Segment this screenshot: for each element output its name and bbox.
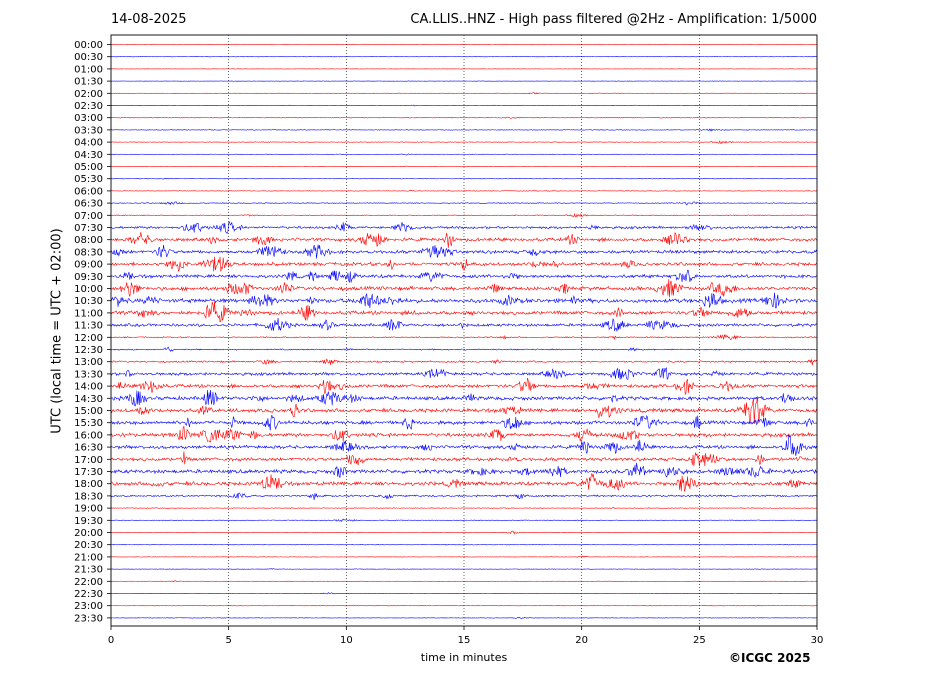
y-tick-label: 06:00 xyxy=(74,186,103,197)
y-tick-label: 02:30 xyxy=(74,101,103,112)
y-tick-label: 20:00 xyxy=(74,528,103,539)
y-tick-label: 00:00 xyxy=(74,40,103,51)
plot-frame xyxy=(110,34,818,627)
trace-0800 xyxy=(110,231,818,248)
y-tick-label: 22:30 xyxy=(74,589,103,600)
y-tick-label: 12:00 xyxy=(74,333,103,344)
y-tick-label: 18:00 xyxy=(74,479,103,490)
y-tick-label: 19:30 xyxy=(74,516,103,527)
y-tick-label: 11:30 xyxy=(74,321,103,332)
y-tick-label: 21:00 xyxy=(74,552,103,563)
trace-0830 xyxy=(110,244,818,259)
y-tick-label: 23:30 xyxy=(74,613,103,624)
x-axis-label: time in minutes xyxy=(420,651,508,664)
y-tick-label: 16:00 xyxy=(74,430,103,441)
y-tick-label: 13:30 xyxy=(74,369,103,380)
y-tick-label: 04:30 xyxy=(74,150,103,161)
y-tick-label: 22:00 xyxy=(74,577,103,588)
y-tick-label: 10:00 xyxy=(74,284,103,295)
trace-0530 xyxy=(110,177,818,180)
y-tick-label: 03:00 xyxy=(74,113,103,124)
trace-1330 xyxy=(110,367,818,381)
y-tick-label: 21:30 xyxy=(74,565,103,576)
trace-0430 xyxy=(110,153,818,156)
trace-2030 xyxy=(110,543,818,546)
copyright-label: ©ICGC 2025 xyxy=(729,651,811,665)
trace-0600 xyxy=(110,189,818,192)
y-tick-label: 05:30 xyxy=(74,174,103,185)
trace-0500 xyxy=(110,165,818,168)
y-tick-label: 04:00 xyxy=(74,138,103,149)
y-tick-label: 13:00 xyxy=(74,357,103,368)
trace-1930 xyxy=(110,518,818,522)
y-tick-label: 08:00 xyxy=(74,235,103,246)
y-tick-label: 01:00 xyxy=(74,64,103,75)
trace-0400 xyxy=(110,140,818,144)
y-tick-label: 09:30 xyxy=(74,272,103,283)
y-tick-label: 17:00 xyxy=(74,455,103,466)
y-tick-label: 12:30 xyxy=(74,345,103,356)
trace-1530 xyxy=(110,414,818,431)
x-tick-label: 10 xyxy=(340,635,353,646)
y-tick-label: 05:00 xyxy=(74,162,103,173)
x-tick-label: 20 xyxy=(575,635,588,646)
x-tick-label: 0 xyxy=(108,635,114,646)
y-tick-label: 23:00 xyxy=(74,601,103,612)
date-label: 14-08-2025 xyxy=(111,12,187,27)
x-tick-label: 30 xyxy=(811,635,824,646)
y-tick-label: 07:00 xyxy=(74,211,103,222)
trace-0300 xyxy=(110,116,818,119)
y-tick-label: 01:30 xyxy=(74,77,103,88)
y-tick-label: 15:30 xyxy=(74,418,103,429)
y-tick-label: 20:30 xyxy=(74,540,103,551)
y-tick-label: 14:30 xyxy=(74,394,103,405)
x-tick-label: 15 xyxy=(458,635,471,646)
trace-1230 xyxy=(110,346,818,352)
y-tick-label: 00:30 xyxy=(74,52,103,63)
trace-0200 xyxy=(110,92,818,95)
trace-1300 xyxy=(110,358,818,366)
chart-title: CA.LLIS..HNZ - High pass filtered @2Hz -… xyxy=(410,12,817,27)
y-tick-label: 18:30 xyxy=(74,491,103,502)
y-tick-label: 02:00 xyxy=(74,89,103,100)
y-tick-label: 15:00 xyxy=(74,406,103,417)
y-tick-label: 08:30 xyxy=(74,247,103,258)
y-tick-label: 07:30 xyxy=(74,223,103,234)
trace-1200 xyxy=(110,334,818,341)
trace-0330 xyxy=(110,128,818,132)
trace-1830 xyxy=(110,492,818,500)
trace-2000 xyxy=(110,530,818,535)
y-tick-label: 09:00 xyxy=(74,260,103,271)
y-tick-label: 19:00 xyxy=(74,504,103,515)
trace-2100 xyxy=(110,555,818,558)
y-tick-label: 16:30 xyxy=(74,443,103,454)
x-tick-label: 5 xyxy=(225,635,231,646)
y-tick-label: 11:00 xyxy=(74,308,103,319)
x-tick-label: 25 xyxy=(693,635,706,646)
trace-1900 xyxy=(110,507,818,509)
trace-0230 xyxy=(110,104,818,107)
y-tick-label: 14:00 xyxy=(74,382,103,393)
y-tick-label: 03:30 xyxy=(74,125,103,136)
y-tick-label: 10:30 xyxy=(74,296,103,307)
y-tick-label: 06:30 xyxy=(74,199,103,210)
trace-1630 xyxy=(110,434,818,456)
y-tick-label: 17:30 xyxy=(74,467,103,478)
